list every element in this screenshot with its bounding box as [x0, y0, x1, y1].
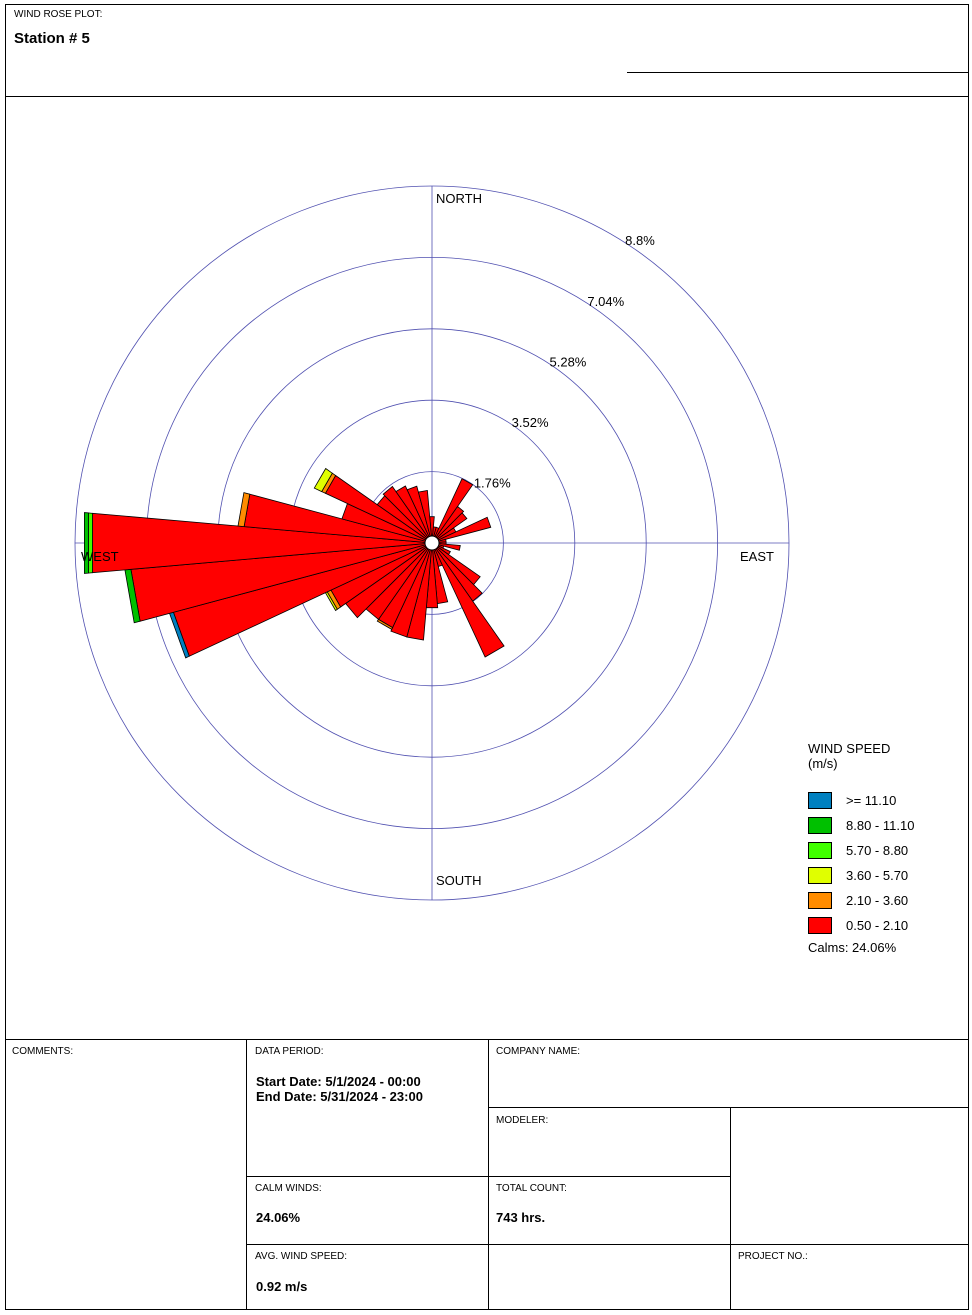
legend-item: 3.60 - 5.70 [808, 863, 914, 888]
legend-item: 0.50 - 2.10 [808, 913, 914, 938]
ring-label: 3.52% [512, 415, 549, 430]
footer-hline-low [246, 1244, 969, 1245]
comments-label: COMMENTS: [12, 1046, 74, 1057]
legend-label: 5.70 - 8.80 [846, 843, 909, 858]
ring-label: 7.04% [587, 294, 624, 309]
legend-item: >= 11.10 [808, 788, 914, 813]
sector-bar [376, 618, 394, 630]
total-count-value: 743 hrs. [496, 1210, 546, 1225]
ring-label: 5.28% [550, 354, 587, 369]
station-title: Station # 5 [14, 30, 90, 47]
sector-bar [417, 490, 433, 544]
south-label: SOUTH [436, 873, 482, 888]
header-gap [5, 72, 627, 73]
company-label: COMPANY NAME: [496, 1046, 581, 1057]
ring-label: 1.76% [474, 475, 511, 490]
legend-label: 0.50 - 2.10 [846, 918, 909, 933]
sector-bar [237, 492, 251, 528]
legend-item: 8.80 - 11.10 [808, 813, 914, 838]
sector-bar [84, 512, 89, 574]
footer-hline-mid [246, 1176, 731, 1177]
sector-bar [88, 512, 93, 574]
ring-label: 8.8% [625, 233, 655, 248]
footer-vline-3 [730, 1107, 731, 1310]
project-no-label: PROJECT NO.: [738, 1251, 808, 1262]
legend-swatch [808, 867, 832, 884]
sector-bars [84, 467, 505, 659]
total-count-label: TOTAL COUNT: [496, 1183, 567, 1194]
data-period-label: DATA PERIOD: [255, 1046, 324, 1057]
legend-label: >= 11.10 [846, 793, 897, 808]
calm-center-circle [424, 535, 440, 551]
legend-swatch [808, 842, 832, 859]
legend-item: 5.70 - 8.80 [808, 838, 914, 863]
legend-swatch [808, 892, 832, 909]
footer-table [5, 1039, 969, 1310]
wind-rose-chart: 1.76% 3.52% 5.28% 7.04% 8.8% NORTH EAST SOUT… [74, 185, 790, 901]
sector-bar [431, 542, 505, 658]
legend-items: >= 11.10 8.80 - 11.10 5.70 - 8.80 3.60 - 5.… [808, 788, 914, 938]
north-label: NORTH [436, 191, 482, 206]
west-label: WEST [81, 549, 119, 564]
footer-hline-company [488, 1107, 969, 1108]
legend-unit: (m/s) [808, 756, 838, 771]
plot-left-border [5, 72, 6, 1040]
plot-type-label: WIND ROSE PLOT: [14, 9, 103, 20]
sector-bar [313, 467, 333, 493]
legend-swatch [808, 792, 832, 809]
legend-label: 2.10 - 3.60 [846, 893, 909, 908]
legend-item: 2.10 - 3.60 [808, 888, 914, 913]
legend-label: 3.60 - 5.70 [846, 868, 909, 883]
footer-vline-2 [488, 1039, 489, 1310]
sector-bar [431, 516, 492, 544]
modeler-label: MODELER: [496, 1115, 549, 1126]
calm-winds-label: CALM WINDS: [255, 1183, 322, 1194]
header-divider [627, 72, 969, 73]
calm-winds-value: 24.06% [256, 1210, 301, 1225]
legend-swatch [808, 817, 832, 834]
footer-vline-1 [246, 1039, 247, 1310]
ring-labels: 1.76% 3.52% 5.28% 7.04% 8.8% [474, 233, 655, 490]
legend: WIND SPEED (m/s) >= 11.10 8.80 - 11.10 5.7… [808, 741, 914, 955]
start-date: Start Date: 5/1/2024 - 00:00 [256, 1074, 421, 1089]
avg-speed-label: AVG. WIND SPEED: [255, 1251, 348, 1262]
legend-swatch [808, 917, 832, 934]
legend-title: WIND SPEED [808, 741, 891, 756]
header-box: WIND ROSE PLOT: Station # 5 [5, 4, 969, 97]
east-label: EAST [740, 549, 774, 564]
plot-right-border [968, 72, 969, 1040]
end-date: End Date: 5/31/2024 - 23:00 [256, 1089, 423, 1104]
legend-label: 8.80 - 11.10 [846, 818, 915, 833]
avg-speed-value: 0.92 m/s [256, 1279, 308, 1294]
calms-label: Calms: 24.06% [808, 940, 897, 955]
